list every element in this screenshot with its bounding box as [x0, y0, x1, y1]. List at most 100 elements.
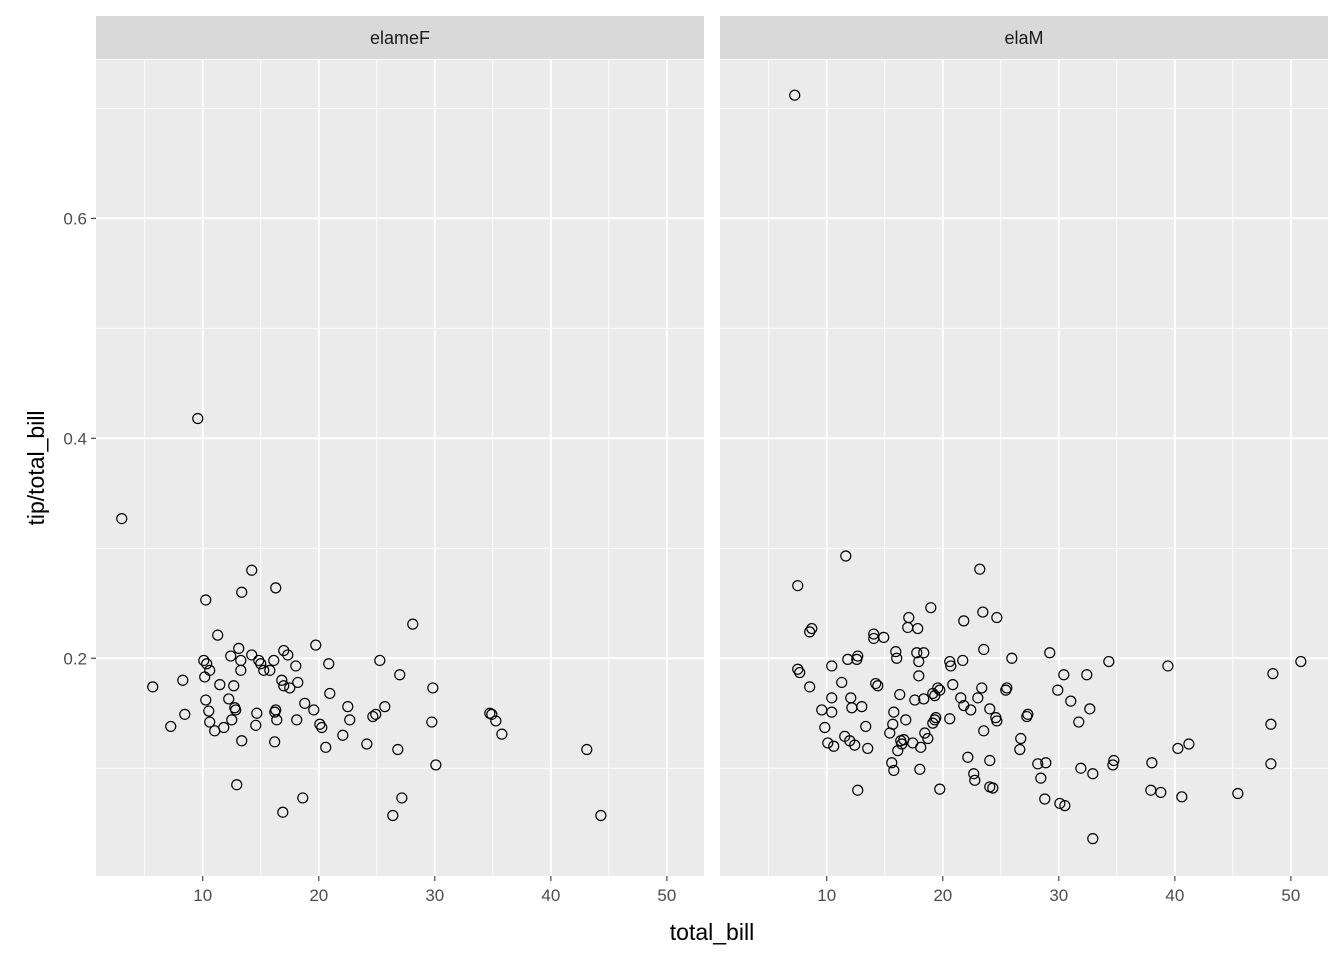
data-point: [911, 647, 923, 659]
data-point: [290, 660, 302, 672]
data-point: [1059, 800, 1071, 812]
data-point: [991, 611, 1003, 624]
data-point: [974, 563, 986, 575]
data-point: [868, 628, 880, 640]
data-point: [826, 692, 838, 704]
data-point: [1146, 757, 1158, 769]
data-point: [852, 784, 864, 796]
data-point: [819, 721, 831, 734]
data-point: [860, 720, 872, 733]
data-point: [147, 681, 159, 693]
data-point: [1073, 716, 1085, 728]
x-tick-label: 30: [1049, 886, 1068, 905]
data-point: [789, 89, 801, 101]
panel-background: [720, 60, 1328, 876]
data-point: [836, 676, 848, 689]
y-axis-title: tip/total_bill: [23, 410, 49, 525]
data-point: [430, 759, 442, 771]
data-point: [236, 586, 248, 598]
data-point: [233, 642, 245, 654]
data-point: [276, 674, 288, 686]
data-point: [177, 674, 189, 686]
data-point: [1176, 791, 1188, 803]
data-point: [878, 631, 890, 643]
data-point: [1081, 669, 1093, 681]
data-point: [1265, 718, 1277, 730]
data-point: [342, 701, 354, 713]
data-point: [228, 680, 240, 692]
data-point: [278, 680, 290, 692]
data-point: [496, 728, 508, 740]
data-point: [269, 736, 281, 748]
data-point: [991, 715, 1003, 727]
data-point: [379, 701, 391, 713]
data-point: [842, 653, 854, 665]
data-point: [291, 714, 303, 726]
data-point: [891, 652, 903, 664]
facet-panel-0: elameF: [96, 16, 704, 876]
data-point: [255, 658, 267, 670]
data-point: [900, 714, 912, 726]
data-point: [426, 716, 438, 728]
data-point: [230, 704, 242, 716]
data-point: [903, 611, 915, 624]
y-tick-label: 0.4: [63, 429, 87, 448]
data-point: [1040, 757, 1052, 769]
data-point: [1014, 743, 1026, 756]
data-point: [268, 654, 280, 667]
data-point: [912, 622, 924, 635]
data-point: [323, 658, 335, 670]
data-point: [914, 763, 926, 775]
data-point: [913, 655, 925, 668]
data-point: [204, 716, 216, 728]
data-point: [894, 688, 906, 701]
data-point: [915, 741, 927, 753]
data-point: [913, 670, 925, 682]
panel-background: [96, 60, 704, 876]
facet-strip: [96, 16, 704, 59]
data-point: [394, 669, 406, 681]
x-tick-label: 20: [933, 886, 952, 905]
data-point: [595, 809, 607, 822]
data-point: [1172, 742, 1184, 755]
x-tick-label: 40: [541, 886, 560, 905]
data-point: [947, 679, 959, 691]
facet-strip-label: elaM: [1004, 28, 1043, 48]
data-point: [1107, 759, 1119, 771]
data-point: [427, 682, 439, 694]
data-point: [223, 693, 235, 705]
x-tick-label: 30: [425, 886, 444, 905]
data-point: [225, 650, 237, 662]
data-point: [872, 680, 884, 692]
data-point: [978, 643, 990, 656]
data-point: [370, 708, 382, 720]
data-point: [1058, 669, 1070, 681]
data-point: [270, 582, 282, 594]
data-point: [969, 774, 981, 786]
data-point: [852, 650, 864, 662]
data-point: [1022, 708, 1034, 720]
data-point: [828, 740, 840, 752]
data-point: [337, 729, 349, 741]
data-point: [324, 687, 336, 700]
data-point: [984, 754, 996, 767]
data-point: [922, 732, 934, 745]
data-point: [486, 708, 498, 720]
data-point: [862, 742, 874, 755]
data-point: [192, 412, 204, 425]
data-point: [962, 751, 974, 763]
data-point: [934, 684, 946, 696]
data-point: [1087, 833, 1099, 845]
data-point: [826, 706, 838, 718]
data-point: [919, 727, 931, 739]
data-point: [929, 714, 941, 726]
data-point: [1267, 668, 1279, 680]
facet-panel-1: elaM: [720, 16, 1328, 876]
data-point: [1103, 655, 1115, 668]
data-point: [804, 626, 816, 638]
data-point: [1054, 797, 1066, 810]
data-point: [978, 725, 990, 737]
data-point: [925, 602, 937, 614]
data-point: [822, 737, 834, 749]
